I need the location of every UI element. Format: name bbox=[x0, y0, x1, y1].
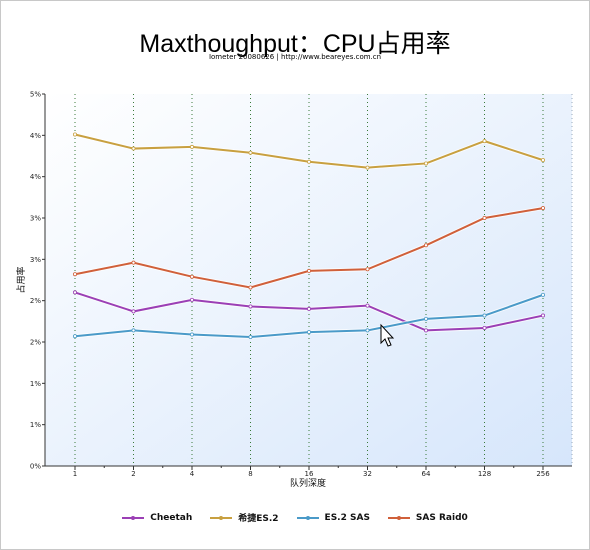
data-point bbox=[541, 206, 546, 211]
data-point bbox=[482, 325, 487, 330]
data-point bbox=[306, 306, 311, 311]
mouse-cursor-icon bbox=[380, 323, 395, 347]
y-tick-label: 4% bbox=[30, 173, 41, 181]
x-tick-label: 16 bbox=[305, 470, 314, 478]
data-point bbox=[365, 303, 370, 308]
data-point bbox=[73, 132, 78, 137]
legend-label: SAS Raid0 bbox=[415, 512, 468, 523]
data-point bbox=[365, 328, 370, 333]
data-point bbox=[131, 309, 136, 314]
data-point bbox=[248, 304, 253, 309]
legend-swatch bbox=[387, 513, 410, 523]
x-tick-label: 32 bbox=[363, 470, 372, 478]
y-tick-label: 2% bbox=[30, 339, 41, 347]
data-point bbox=[482, 139, 487, 144]
legend-item: 希捷ES.2 bbox=[210, 511, 279, 524]
data-point bbox=[423, 328, 428, 333]
legend-swatch bbox=[296, 513, 319, 523]
data-point bbox=[189, 274, 194, 279]
data-point bbox=[248, 285, 253, 290]
x-tick-label: 128 bbox=[478, 470, 491, 478]
y-tick-label: 0% bbox=[30, 463, 41, 471]
y-axis-label: 占用率 bbox=[15, 266, 27, 293]
data-point bbox=[131, 260, 136, 265]
x-tick-label: 1 bbox=[73, 470, 77, 478]
legend: Cheetah 希捷ES.2 ES.2 SAS SAS Raid0 bbox=[0, 511, 590, 524]
x-tick-label: 64 bbox=[422, 470, 431, 478]
legend-label: ES.2 SAS bbox=[324, 512, 370, 523]
data-point bbox=[306, 330, 311, 335]
y-tick-label: 1% bbox=[30, 380, 41, 388]
data-point bbox=[189, 332, 194, 337]
y-tick-label: 3% bbox=[30, 215, 41, 223]
x-tick-label: 256 bbox=[536, 470, 550, 478]
data-point bbox=[541, 292, 546, 297]
x-tick-label: 4 bbox=[190, 470, 195, 478]
y-tick-label: 2% bbox=[30, 297, 41, 305]
plot-area bbox=[45, 94, 572, 466]
data-point bbox=[306, 268, 311, 273]
data-point bbox=[423, 161, 428, 166]
legend-item: SAS Raid0 bbox=[387, 511, 468, 524]
chart-title: Maxthoughput：CPU占用率 bbox=[139, 30, 451, 58]
data-point bbox=[73, 290, 78, 295]
data-point bbox=[365, 267, 370, 272]
x-axis-label: 队列深度 bbox=[290, 477, 326, 489]
data-point bbox=[131, 328, 136, 333]
chart-subtitle: Iometer 20080626 | http://www.beareyes.c… bbox=[208, 53, 382, 61]
legend-item: Cheetah bbox=[122, 511, 192, 524]
x-tick-label: 8 bbox=[248, 470, 252, 478]
legend-swatch bbox=[210, 513, 233, 523]
data-point bbox=[189, 297, 194, 302]
legend-label: Cheetah bbox=[150, 512, 193, 523]
y-tick-label: 4% bbox=[30, 132, 41, 140]
data-point bbox=[482, 215, 487, 220]
data-point bbox=[131, 146, 136, 151]
legend-label: 希捷ES.2 bbox=[238, 514, 279, 524]
data-point bbox=[365, 165, 370, 170]
data-point bbox=[248, 150, 253, 155]
y-tick-label: 3% bbox=[30, 256, 41, 264]
data-point bbox=[248, 335, 253, 340]
legend-item: ES.2 SAS bbox=[296, 511, 370, 524]
data-point bbox=[306, 159, 311, 164]
legend-swatch bbox=[122, 513, 145, 523]
data-point bbox=[423, 243, 428, 248]
x-tick-label: 2 bbox=[131, 470, 135, 478]
data-point bbox=[73, 272, 78, 277]
y-tick-label: 5% bbox=[30, 91, 41, 99]
y-tick-label: 1% bbox=[30, 421, 41, 429]
data-point bbox=[73, 334, 78, 339]
data-point bbox=[541, 158, 546, 163]
data-point bbox=[423, 316, 428, 321]
data-point bbox=[189, 144, 194, 149]
data-point bbox=[482, 313, 487, 318]
data-point bbox=[541, 313, 546, 318]
